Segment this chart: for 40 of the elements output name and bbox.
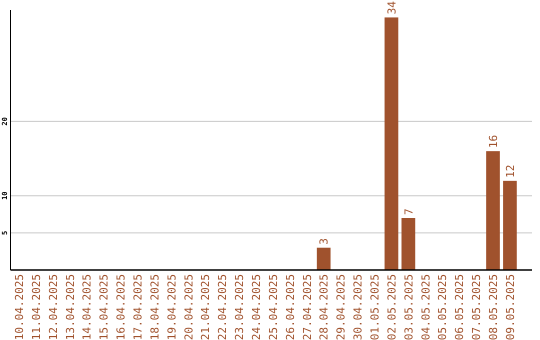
- bar: [384, 17, 398, 270]
- bar: [316, 248, 331, 270]
- x-tick-label: 28.04.2025: [318, 274, 331, 340]
- x-tick-label: 03.05.2025: [402, 274, 416, 340]
- x-tick-label: 20.04.2025: [182, 274, 196, 340]
- x-tick-label: 19.04.2025: [165, 274, 178, 340]
- bar: [503, 180, 517, 270]
- data-label: 16: [487, 134, 500, 148]
- bar: [402, 218, 416, 270]
- x-tick-label: 21.04.2025: [199, 274, 212, 340]
- x-tick-label: 24.04.2025: [250, 274, 263, 340]
- data-label: 7: [402, 208, 416, 215]
- data-label: 34: [385, 0, 398, 14]
- x-tick-label: 04.05.2025: [419, 274, 432, 340]
- x-tick-label: 05.05.2025: [436, 274, 450, 340]
- x-tick-label: 09.05.2025: [504, 274, 517, 340]
- x-tick-label: 13.04.2025: [64, 274, 77, 340]
- x-tick-label: 08.05.2025: [487, 274, 500, 340]
- x-tick-label: 11.04.2025: [30, 274, 43, 340]
- x-tick-label: 16.04.2025: [114, 274, 128, 340]
- x-tick-label: 18.04.2025: [148, 274, 162, 340]
- x-tick-label: 02.05.2025: [385, 274, 398, 340]
- x-tick-label: 26.04.2025: [284, 274, 297, 340]
- x-tick-label: 22.04.2025: [216, 274, 230, 340]
- x-tick-label: 14.04.2025: [80, 274, 94, 340]
- data-label: 3: [318, 238, 331, 245]
- bar: [486, 151, 500, 270]
- x-tick-label: 10.04.2025: [12, 274, 26, 340]
- data-label: 12: [504, 164, 517, 178]
- x-tick-label: 17.04.2025: [131, 274, 144, 340]
- x-tick-label: 29.04.2025: [334, 274, 348, 340]
- x-tick-label: 12.04.2025: [46, 274, 60, 340]
- x-tick-label: 15.04.2025: [98, 274, 111, 340]
- x-tick-label: 27.04.2025: [300, 274, 314, 340]
- x-tick-label: 01.05.2025: [368, 274, 382, 340]
- x-tick-label: 30.04.2025: [352, 274, 365, 340]
- x-tick-label: 23.04.2025: [233, 274, 246, 340]
- x-tick-label: 25.04.2025: [266, 274, 280, 340]
- x-tick-label: 07.05.2025: [470, 274, 484, 340]
- x-tick-label: 06.05.2025: [453, 274, 466, 340]
